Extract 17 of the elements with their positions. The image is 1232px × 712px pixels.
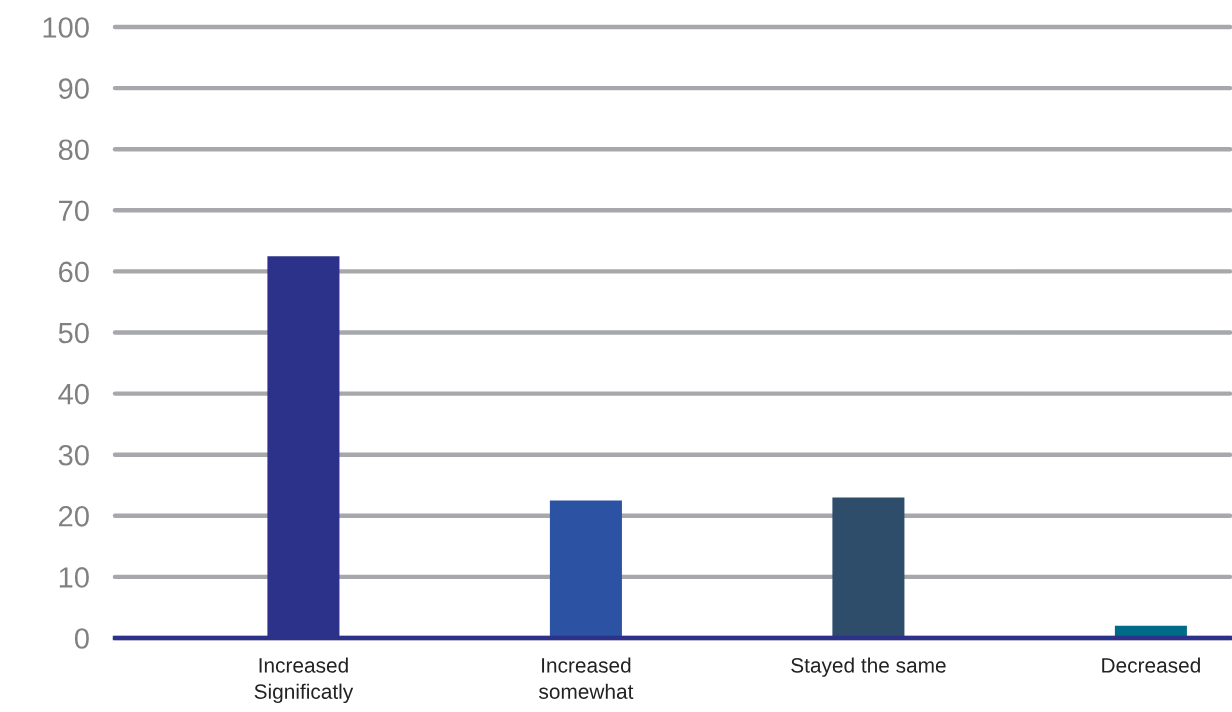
x-tick-label: Stayed the same: [791, 657, 946, 677]
bar: [549, 500, 622, 638]
y-tick-label: 0: [74, 628, 89, 649]
y-tick-label: 30: [58, 444, 89, 466]
y-tick-label: 50: [58, 322, 89, 344]
y-tick-label: 40: [58, 383, 89, 405]
x-tick-label: Increased somewhat: [539, 657, 634, 699]
y-tick-label: 10: [59, 567, 89, 588]
y-tick-label: 70: [59, 200, 89, 222]
bar: [832, 497, 905, 638]
y-tick-label: 20: [59, 506, 89, 527]
y-tick-label: 60: [59, 261, 89, 283]
y-tick-label: 100: [43, 17, 89, 38]
y-tick-label: 90: [58, 78, 89, 99]
y-tick-label: 80: [58, 139, 89, 161]
x-tick-label: Decreased: [1102, 657, 1200, 673]
x-tick-label: Increased Significatly: [254, 657, 354, 704]
